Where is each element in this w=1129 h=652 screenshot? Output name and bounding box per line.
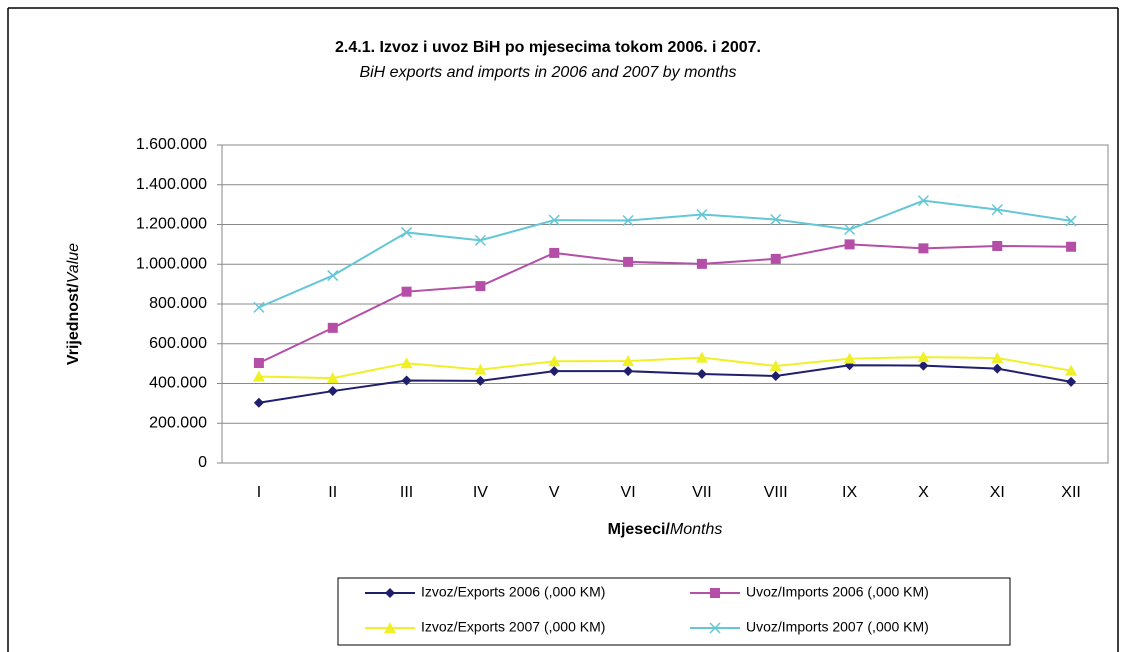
marker <box>474 234 486 246</box>
marker <box>475 281 486 292</box>
x-tick-label: IX <box>842 484 857 501</box>
x-tick-label: VI <box>621 484 636 501</box>
marker <box>1065 215 1077 227</box>
marker <box>252 370 265 382</box>
marker <box>696 258 707 269</box>
y-tick-label: 0 <box>198 454 207 471</box>
series-line <box>258 243 1072 364</box>
x-axis-label: Mjeseci/Months <box>608 521 723 538</box>
marker <box>917 351 930 363</box>
plot-border <box>221 144 1109 464</box>
legend-label: Uvoz/Imports 2007 (,000 KM) <box>746 619 929 635</box>
marker <box>401 226 413 238</box>
marker <box>253 358 264 369</box>
chart-subtitle: BiH exports and imports in 2006 and 2007… <box>359 64 736 81</box>
y-axis-label: Vrijednost/Value <box>65 243 82 365</box>
marker <box>327 322 338 333</box>
marker <box>1066 376 1077 387</box>
x-tick-label: III <box>400 484 413 501</box>
legend-marker <box>384 622 396 633</box>
x-tick-label: XI <box>990 484 1005 501</box>
y-tick-label: 200.000 <box>149 414 207 431</box>
marker <box>695 351 708 363</box>
marker <box>401 375 412 386</box>
marker <box>326 372 339 384</box>
x-tick-label: IV <box>473 484 488 501</box>
marker <box>549 366 560 377</box>
legend-label: Uvoz/Imports 2006 (,000 KM) <box>746 584 929 600</box>
marker <box>1065 364 1078 376</box>
legend-label: Izvoz/Exports 2006 (,000 KM) <box>421 584 605 600</box>
x-tick-label: I <box>257 484 261 501</box>
x-tick-label: VIII <box>764 484 788 501</box>
marker <box>843 352 856 364</box>
x-tick-label: X <box>918 484 929 501</box>
series-line <box>258 364 1072 404</box>
chart-title: 2.4.1. Izvoz i uvoz BiH po mjesecima tok… <box>335 39 761 56</box>
y-tick-label: 1.200.000 <box>136 216 207 233</box>
marker <box>770 370 781 381</box>
marker <box>991 204 1003 216</box>
legend-marker <box>710 588 720 598</box>
y-tick-label: 1.600.000 <box>136 136 207 153</box>
marker <box>253 301 265 313</box>
marker <box>991 352 1004 364</box>
marker <box>623 256 634 267</box>
marker <box>696 368 707 379</box>
y-tick-label: 1.000.000 <box>136 255 207 272</box>
marker <box>844 223 856 235</box>
marker <box>844 239 855 250</box>
marker <box>474 363 487 375</box>
marker <box>769 360 782 372</box>
marker <box>548 214 560 226</box>
x-tick-label: VII <box>692 484 712 501</box>
marker <box>696 209 708 221</box>
y-tick-label: 1.400.000 <box>136 176 207 193</box>
series-line <box>258 199 1072 309</box>
y-label-italic: Value <box>65 243 82 283</box>
marker <box>327 270 339 282</box>
marker <box>918 360 929 371</box>
legend-box <box>337 577 1011 646</box>
y-tick-label: 800.000 <box>149 295 207 312</box>
legend-label: Izvoz/Exports 2007 (,000 KM) <box>421 619 605 635</box>
x-tick-label: V <box>549 484 560 501</box>
legend-marker <box>709 622 721 634</box>
marker <box>623 366 634 377</box>
x-tick-label: XII <box>1061 484 1081 501</box>
y-tick-label: 400.000 <box>149 375 207 392</box>
marker <box>401 286 412 297</box>
marker <box>917 195 929 207</box>
x-label-italic: Months <box>670 521 722 538</box>
marker <box>1066 241 1077 252</box>
marker <box>400 357 413 369</box>
series-line <box>258 356 1072 380</box>
marker <box>770 253 781 264</box>
marker <box>548 355 561 367</box>
x-tick-label: II <box>328 484 337 501</box>
marker <box>992 240 1003 251</box>
marker <box>327 386 338 397</box>
marker <box>622 355 635 367</box>
x-label-bold: Mjeseci/ <box>608 521 671 538</box>
y-tick-label: 600.000 <box>149 335 207 352</box>
marker <box>253 397 264 408</box>
marker <box>770 214 782 226</box>
marker <box>549 247 560 258</box>
marker <box>475 375 486 386</box>
legend-marker <box>385 588 395 598</box>
marker <box>918 243 929 254</box>
marker <box>992 363 1003 374</box>
marker <box>622 214 634 227</box>
y-label-bold: Vrijednost/ <box>65 283 82 365</box>
